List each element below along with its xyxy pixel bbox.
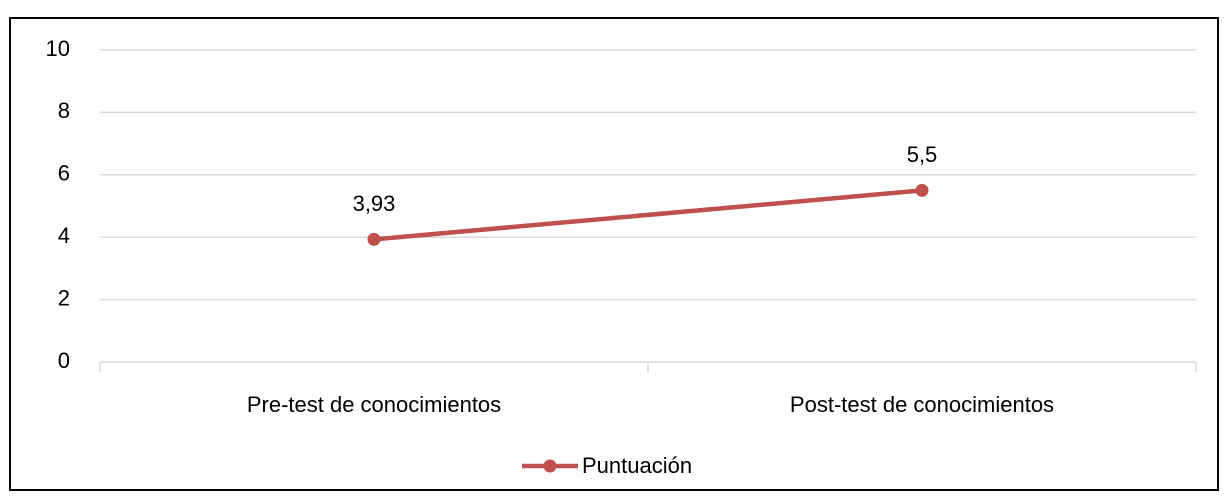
- legend-label: Puntuación: [582, 453, 692, 478]
- series-line: [371, 188, 925, 242]
- x-tick-label: Post-test de conocimientos: [790, 392, 1054, 417]
- data-label: 5,5: [907, 142, 938, 167]
- y-tick-label: 0: [58, 348, 70, 373]
- point: [915, 183, 929, 197]
- y-tick-label: 2: [58, 285, 70, 310]
- chart-frame: [9, 17, 1219, 491]
- y-tick-label: 10: [46, 36, 70, 61]
- y-tick-label: 4: [58, 223, 70, 248]
- y-tick-label: 6: [58, 161, 70, 186]
- y-tick-label: 8: [58, 98, 70, 123]
- data-label: 3,93: [353, 191, 396, 216]
- point: [367, 232, 381, 246]
- x-tick-label: Pre-test de conocimientos: [247, 392, 501, 417]
- legend-marker: [543, 459, 557, 473]
